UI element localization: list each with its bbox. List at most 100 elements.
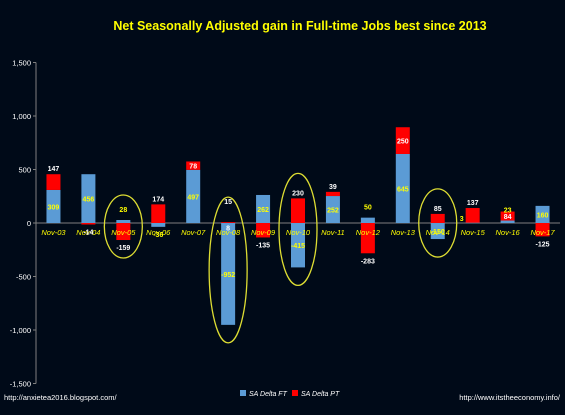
category-label: Nov-06 — [146, 228, 171, 237]
bar-ft-nov-04 — [81, 174, 96, 223]
bar-pt-nov-06 — [151, 204, 166, 223]
highlight-ellipses — [103, 172, 458, 344]
data-label-ft: 262 — [257, 207, 269, 214]
data-labels: Nov-03 Nov-04 Nov-05 Nov-06 Nov-07 Nov-08 Nov-… — [41, 139, 555, 279]
bar-pt-nov-09 — [256, 223, 271, 238]
bar-pt-nov-08 — [221, 222, 236, 223]
y-tick-label: 1,000 — [12, 112, 31, 121]
category-label: Nov-12 — [356, 228, 381, 237]
data-label-ft: -415 — [291, 243, 305, 250]
bar-ft-nov-11 — [325, 196, 340, 223]
category-label: Nov-04 — [76, 228, 100, 237]
bar-pt-nov-04 — [81, 223, 96, 225]
data-label-ft: 3 — [460, 216, 464, 223]
bar-ft-nov-17 — [535, 205, 550, 223]
data-label-ft: 160 — [537, 212, 549, 219]
data-label-pt: 174 — [152, 196, 164, 203]
data-label-pt: 230 — [292, 190, 304, 197]
bar-pt-nov-07 — [186, 161, 201, 170]
y-tick-label: -500 — [16, 273, 31, 282]
bar-pt-nov-15 — [465, 208, 480, 223]
bar-pt-nov-12 — [360, 223, 375, 254]
data-label-ft: 309 — [48, 204, 60, 211]
data-label-pt: -159 — [116, 245, 130, 252]
category-label: Nov-05 — [111, 228, 136, 237]
data-label-ft: 23 — [504, 208, 512, 215]
bar-ft-nov-13 — [395, 153, 410, 223]
category-label: Nov-11 — [321, 228, 345, 237]
category-label: Nov-17 — [530, 228, 555, 237]
legend-label: SA Delta PT — [301, 391, 340, 398]
bar-ft-nov-08 — [221, 223, 236, 325]
bar-ft-nov-14 — [430, 223, 445, 240]
data-label-pt: -14 — [83, 229, 93, 236]
data-label-pt: -125 — [536, 241, 550, 248]
data-label-ft: -36 — [153, 232, 163, 239]
category-label: Nov-03 — [41, 228, 66, 237]
data-label-ft: 456 — [83, 197, 95, 204]
highlight-ellipse-nov-10 — [278, 172, 318, 287]
bar-ft-nov-05 — [116, 220, 131, 223]
bar-pt-nov-11 — [325, 191, 340, 197]
bar-ft-nov-06 — [151, 223, 166, 227]
highlight-ellipse-nov-14 — [418, 188, 458, 258]
category-label: Nov-09 — [251, 228, 276, 237]
y-tick-label: -1,500 — [10, 380, 31, 389]
data-label-ft: 50 — [364, 205, 372, 212]
footer-right-url: http://www.itstheeconomy.info/ — [459, 393, 561, 402]
legend-swatch — [292, 390, 298, 396]
category-label: Nov-08 — [216, 228, 241, 237]
data-label-pt: 84 — [504, 214, 512, 221]
data-label-pt: 39 — [329, 184, 337, 191]
category-label: Nov-10 — [286, 228, 311, 237]
bar-ft-nov-09 — [256, 194, 271, 223]
data-label-pt: 250 — [397, 139, 409, 146]
y-tick-label: 500 — [18, 166, 31, 175]
bar-ft-nov-03 — [46, 189, 61, 223]
legend-label: SA Delta FT — [249, 391, 288, 398]
chart-title: Net Seasonally Adjusted gain in Full-tim… — [113, 19, 486, 33]
bar-ft-nov-16 — [500, 220, 515, 223]
legend: SA Delta FT SA Delta PT — [240, 390, 340, 398]
category-label: Nov-16 — [496, 228, 521, 237]
category-label: Nov-15 — [461, 228, 486, 237]
data-label-pt: 78 — [189, 164, 197, 171]
bar-pt-nov-17 — [535, 223, 550, 237]
bar-pt-nov-14 — [430, 213, 445, 223]
bar-pt-nov-05 — [116, 223, 131, 241]
legend-swatch — [240, 390, 246, 396]
bars — [46, 127, 550, 325]
category-label: Nov-14 — [426, 228, 450, 237]
data-label-pt: 85 — [434, 206, 442, 213]
data-label-pt: -283 — [361, 258, 375, 265]
data-label-ft: 645 — [397, 186, 409, 193]
bar-ft-nov-10 — [291, 223, 305, 268]
data-label-pt: -135 — [256, 242, 270, 249]
data-label-ft: 28 — [119, 207, 127, 214]
data-label-extra: 15 — [224, 199, 232, 206]
bar-pt-nov-10 — [291, 198, 305, 223]
data-label-ft: 497 — [187, 194, 199, 201]
bar-pt-nov-13 — [395, 127, 410, 154]
bar-pt-nov-16 — [500, 211, 515, 221]
bar-pt-nov-03 — [46, 174, 61, 190]
y-tick-label: -1,000 — [10, 326, 31, 335]
data-label-pt: 8 — [226, 226, 230, 233]
data-label-ft: 252 — [327, 208, 339, 215]
y-tick-label: 0 — [27, 219, 31, 228]
data-label-ft: -150 — [431, 229, 445, 236]
bar-ft-nov-12 — [360, 217, 375, 223]
bar-ft-nov-15 — [465, 222, 480, 224]
y-tick-label: 1,500 — [12, 59, 31, 68]
bar-ft-nov-07 — [186, 169, 201, 223]
highlight-ellipse-nov-05 — [103, 194, 143, 259]
data-label-ft: -952 — [221, 272, 235, 279]
data-label-pt: 137 — [467, 200, 479, 207]
category-label: Nov-13 — [391, 228, 416, 237]
highlight-ellipse-nov-08 — [208, 196, 248, 344]
data-label-pt: 147 — [48, 166, 60, 173]
footer-left-url: http://anxietea2016.blogspot.com/ — [4, 393, 117, 402]
category-label: Nov-07 — [181, 228, 206, 237]
